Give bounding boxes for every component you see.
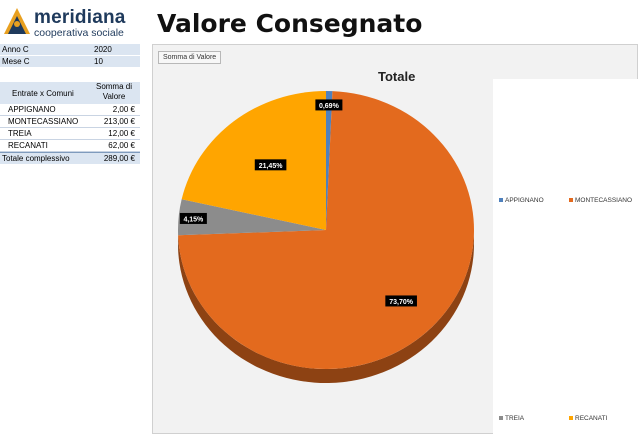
svg-text:0,69%: 0,69% bbox=[319, 103, 340, 110]
pivot-table: Entrate x Comuni Somma di Valore APPIGNA… bbox=[0, 82, 140, 164]
pivot-row-header[interactable]: Entrate x Comuni bbox=[12, 89, 74, 98]
row-name: APPIGNANO bbox=[8, 104, 56, 115]
pivot-total-row[interactable]: Totale complessivo 289,00 € bbox=[0, 152, 140, 164]
param-row-anno[interactable]: Anno C 2020 bbox=[0, 44, 140, 56]
brand-subtitle: cooperativa sociale bbox=[34, 27, 126, 39]
row-value: 62,00 € bbox=[108, 140, 135, 151]
param-label: Anno C bbox=[2, 44, 29, 55]
row-name: MONTECASSIANO bbox=[8, 116, 78, 127]
svg-text:73,70%: 73,70% bbox=[389, 299, 414, 306]
table-row[interactable]: TREIA 12,00 € bbox=[0, 128, 140, 140]
param-value[interactable]: 10 bbox=[94, 56, 103, 67]
row-name: TREIA bbox=[8, 128, 32, 139]
page-title: Valore Consegnato bbox=[157, 9, 422, 38]
filter-params: Anno C 2020 Mese C 10 bbox=[0, 44, 140, 68]
param-row-mese[interactable]: Mese C 10 bbox=[0, 56, 140, 68]
row-name: RECANATI bbox=[8, 140, 48, 151]
data-label-treia: 4,15% bbox=[180, 213, 207, 224]
param-value[interactable]: 2020 bbox=[94, 44, 112, 55]
data-label-montecassiano: 73,70% bbox=[385, 295, 417, 306]
row-value: 2,00 € bbox=[113, 104, 135, 115]
row-value: 213,00 € bbox=[104, 116, 135, 127]
row-value: 12,00 € bbox=[108, 128, 135, 139]
param-label: Mese C bbox=[2, 56, 30, 67]
table-row[interactable]: RECANATI 62,00 € bbox=[0, 140, 140, 152]
data-label-recanati: 21,45% bbox=[255, 159, 287, 170]
brand-logo: meridiana cooperativa sociale bbox=[2, 4, 152, 40]
pie-chart: 0,69% 73,70% 4,15% 21,45% bbox=[153, 45, 639, 435]
svg-text:21,45%: 21,45% bbox=[259, 163, 284, 170]
data-label-appignano: 0,69% bbox=[315, 99, 342, 110]
svg-text:4,15%: 4,15% bbox=[183, 216, 204, 223]
total-label: Totale complessivo bbox=[2, 153, 70, 164]
pivot-value-header[interactable]: Somma di Valore bbox=[92, 82, 136, 102]
table-row[interactable]: APPIGNANO 2,00 € bbox=[0, 104, 140, 116]
meridiana-logo-icon bbox=[2, 4, 32, 38]
table-row[interactable]: MONTECASSIANO 213,00 € bbox=[0, 116, 140, 128]
pivot-header: Entrate x Comuni Somma di Valore bbox=[0, 82, 140, 104]
total-value: 289,00 € bbox=[104, 153, 135, 164]
brand-name: meridiana bbox=[34, 8, 126, 27]
